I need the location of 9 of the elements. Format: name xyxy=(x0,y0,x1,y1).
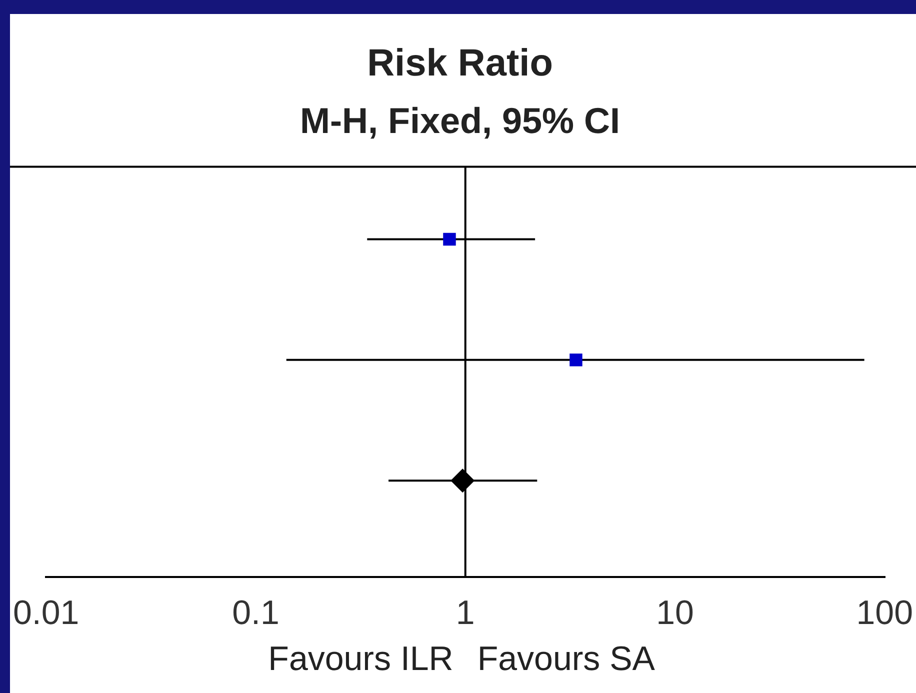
text: Favours SA xyxy=(477,640,656,678)
x-tick-label: 10 xyxy=(656,594,694,632)
chart-title: Risk Ratio xyxy=(367,42,553,84)
text: Favours ILR xyxy=(268,640,454,678)
x-tick-label: 0.1 xyxy=(232,594,280,632)
x-tick-label: 0.01 xyxy=(12,594,80,632)
x-tick-label: 100 xyxy=(856,594,914,632)
chart-subtitle: M-H, Fixed, 95% CI xyxy=(300,100,620,142)
x-tick-label: 1 xyxy=(456,594,475,632)
